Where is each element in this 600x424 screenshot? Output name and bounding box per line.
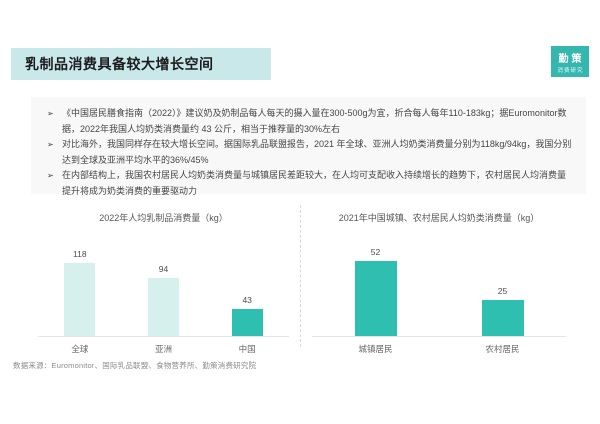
bar	[64, 263, 96, 336]
category-label: 中国	[238, 344, 256, 354]
chart-title: 2022年人均乳制品消费量（kg）	[99, 213, 228, 223]
category-label: 亚洲	[155, 344, 173, 354]
summary-bullet-2: ➢ 对比海外，我国同样存在较大增长空间。据国际乳品联盟报告，2021 年全球、亚…	[47, 137, 572, 168]
chart-dairy-per-capita-2022: 2022年人均乳制品消费量（kg） 118 94 43 全球 亚洲 中国	[30, 203, 297, 355]
bar-column-3: 43	[205, 295, 289, 336]
bullet-arrow-icon: ➢	[47, 140, 54, 149]
category-label: 农村居民	[485, 344, 520, 354]
bar	[231, 309, 263, 336]
category-label: 全球	[71, 344, 89, 354]
bar-column-1: 118	[38, 249, 122, 336]
bar-column-2: 94	[122, 264, 206, 336]
brand-logo-name: 勤策	[558, 53, 585, 65]
bar-value-label: 25	[497, 286, 508, 296]
bullet-text: 《中国居民膳食指南（2022）》建议奶及奶制品每人每天的摄入量在300-500g…	[62, 108, 567, 134]
bullet-arrow-icon: ➢	[47, 109, 54, 118]
bar-value-label: 118	[73, 249, 87, 259]
summary-bullet-1: ➢ 《中国居民膳食指南（2022）》建议奶及奶制品每人每天的摄入量在300-50…	[47, 106, 572, 137]
bar-column-2: 25	[439, 286, 566, 336]
bar-value-label: 43	[242, 295, 252, 305]
charts-row: 2022年人均乳制品消费量（kg） 118 94 43 全球 亚洲 中国 2021年中国…	[30, 203, 575, 355]
bar	[481, 300, 524, 336]
bar-column-1: 52	[312, 247, 439, 336]
bar-value-label: 94	[158, 264, 169, 274]
brand-logo-subtitle: 消费研究	[557, 67, 584, 74]
chart-plot-area: 118 94 43	[38, 236, 289, 337]
page-title: 乳制品消费具备较大增长空间	[25, 56, 214, 72]
bar	[354, 261, 397, 336]
brand-logo: 勤策 消费研究	[551, 46, 589, 77]
bullet-text: 在内部结构上，我国农村居民人均奶类消费量与城镇居民差距较大，在人均可支配收入持续…	[62, 170, 567, 196]
vertical-dashed-divider	[300, 205, 301, 347]
bullet-text: 对比海外，我国同样存在较大增长空间。据国际乳品联盟报告，2021 年全球、亚洲人…	[62, 139, 572, 165]
data-source-note: 数据来源：Euromonitor、国际乳品联盟、食物营养所、勤策消费研究院	[13, 361, 257, 370]
chart-category-labels: 城镇居民 农村居民	[312, 343, 566, 355]
category-label: 城镇居民	[358, 344, 393, 354]
chart-plot-area: 52 25	[312, 236, 566, 337]
bar	[148, 278, 179, 336]
summary-bullet-list: ➢ 《中国居民膳食指南（2022）》建议奶及奶制品每人每天的摄入量在300-50…	[47, 106, 572, 199]
bullet-arrow-icon: ➢	[47, 171, 54, 180]
chart-urban-rural-milk-2021: 2021年中国城镇、农村居民人均奶类消费量（kg） 52 25 城镇居民 农村居民	[304, 203, 574, 355]
summary-bullet-3: ➢ 在内部结构上，我国农村居民人均奶类消费量与城镇居民差距较大，在人均可支配收入…	[47, 168, 572, 199]
chart-category-labels: 全球 亚洲 中国	[38, 343, 289, 355]
chart-title: 2021年中国城镇、农村居民人均奶类消费量（kg）	[338, 213, 540, 223]
slide-title-bar: 乳制品消费具备较大增长空间	[11, 48, 271, 80]
bar-value-label: 52	[370, 247, 381, 257]
summary-box: ➢ 《中国居民膳食指南（2022）》建议奶及奶制品每人每天的摄入量在300-50…	[31, 97, 586, 196]
